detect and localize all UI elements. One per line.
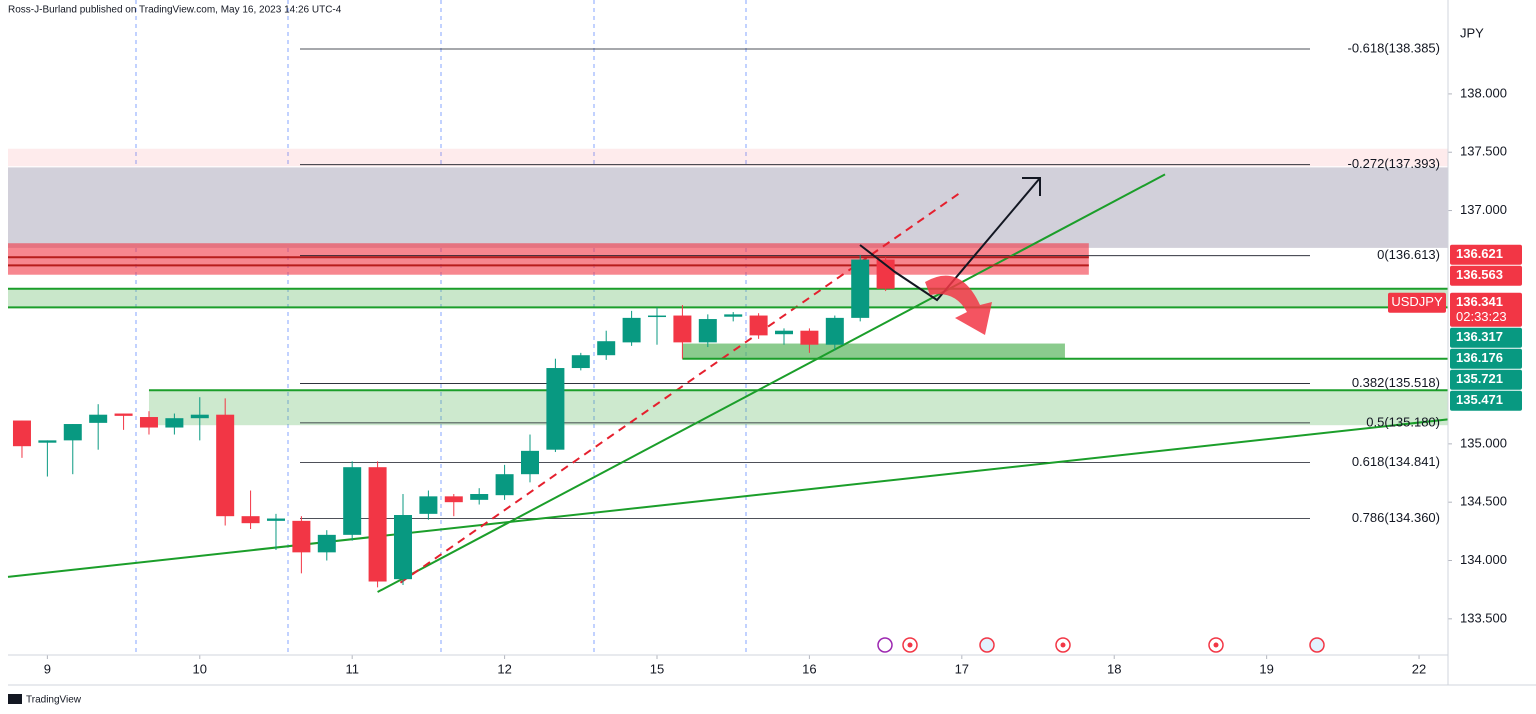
- arrow-head: [1022, 177, 1041, 196]
- candle-body: [114, 413, 133, 416]
- y-tick-label: 138.000: [1460, 85, 1507, 100]
- candle-body: [139, 417, 158, 428]
- x-tick-label: 16: [802, 661, 816, 676]
- y-tick-label: 134.000: [1460, 552, 1507, 567]
- candle-body: [343, 467, 362, 535]
- candle-body: [393, 515, 412, 580]
- fib-label: 0.786(134.360): [1352, 510, 1440, 525]
- price-label: 136.563: [1456, 267, 1503, 282]
- candle-body: [419, 496, 438, 514]
- zone: [8, 167, 1448, 248]
- event-icon-dot: [1060, 642, 1066, 648]
- x-tick-label: 12: [497, 661, 511, 676]
- footer: TradingView: [26, 695, 82, 706]
- x-tick-label: 11: [345, 661, 359, 676]
- y-tick-label: 135.000: [1460, 435, 1507, 450]
- candle-body: [648, 315, 667, 318]
- candle-body: [825, 317, 844, 345]
- price-label-box: [1450, 265, 1522, 286]
- price-label: 136.621: [1456, 246, 1503, 261]
- candle-body: [241, 516, 260, 524]
- trend-line: [399, 189, 964, 584]
- x-tick-label: 9: [44, 661, 51, 676]
- candle-body: [571, 355, 590, 369]
- y-tick-label: 133.500: [1460, 610, 1507, 625]
- candle-body: [775, 330, 794, 335]
- zone: [682, 343, 1065, 359]
- price-label-box: [1450, 348, 1522, 369]
- candle-body: [165, 418, 184, 428]
- candle-body: [698, 319, 717, 343]
- fib-label: 0.618(134.841): [1352, 454, 1440, 469]
- countdown: 02:33:23: [1456, 309, 1507, 324]
- price-label-box: [1450, 327, 1522, 348]
- fib-label: 0.5(135.180): [1366, 414, 1440, 429]
- zone: [8, 148, 1448, 167]
- candle-body: [749, 315, 768, 336]
- price-label: 136.317: [1456, 329, 1503, 344]
- fib-label: -0.618(138.385): [1347, 40, 1440, 55]
- event-icon-dot: [907, 642, 913, 648]
- zone: [148, 390, 1448, 426]
- bearish-arrow: [925, 275, 992, 335]
- y-tick-label: 134.500: [1460, 494, 1507, 509]
- candle-body: [317, 534, 336, 553]
- event-icon-dot: [1213, 642, 1219, 648]
- logo: [8, 694, 22, 704]
- candle-body: [724, 314, 743, 317]
- candle-body: [597, 341, 616, 356]
- projection-arrow: [859, 177, 1041, 302]
- candle-body: [495, 474, 514, 496]
- y-tick-label: 137.500: [1460, 144, 1507, 159]
- symbol-box: [1388, 292, 1446, 313]
- zone: [8, 243, 1089, 275]
- price-label-box: [1450, 369, 1522, 390]
- candle-body: [12, 420, 31, 447]
- candle-body: [520, 450, 539, 475]
- x-tick-label: 18: [1107, 661, 1121, 676]
- candle-body: [89, 414, 108, 423]
- header: Ross-J-Burland published on TradingView.…: [8, 5, 342, 16]
- zone: [8, 288, 1448, 308]
- candle-body: [38, 440, 57, 443]
- candle-body: [63, 424, 82, 441]
- fib-label: 0(136.613): [1377, 247, 1440, 262]
- x-tick-label: 17: [955, 661, 969, 676]
- fib-label: -0.272(137.393): [1347, 156, 1440, 171]
- candle-body: [851, 259, 870, 318]
- event-icon[interactable]: [979, 637, 995, 653]
- candle-body: [190, 414, 209, 419]
- candle-body: [266, 518, 285, 521]
- price-label-box: [1450, 292, 1522, 327]
- candle-body: [546, 368, 565, 450]
- trend-line: [377, 173, 1166, 593]
- x-tick-label: 22: [1412, 661, 1426, 676]
- price-label-box: [1450, 244, 1522, 265]
- price-label-box: [1450, 390, 1522, 411]
- price-label: 136.176: [1456, 350, 1503, 365]
- candle-body: [444, 496, 463, 503]
- event-icon[interactable]: [877, 637, 893, 653]
- price-label: 135.721: [1456, 371, 1503, 386]
- trend-line: [7, 418, 1449, 578]
- candle-body: [470, 494, 489, 500]
- currency-label: JPY: [1460, 25, 1484, 40]
- candle-body: [622, 317, 641, 343]
- price-label: 135.471: [1456, 392, 1503, 407]
- event-icon[interactable]: [1309, 637, 1325, 653]
- x-tick-label: 15: [650, 661, 664, 676]
- y-tick-label: 137.000: [1460, 202, 1507, 217]
- candle-body: [800, 330, 819, 345]
- candle-body: [216, 414, 235, 517]
- candle-body: [673, 315, 692, 343]
- candle-body: [368, 467, 387, 582]
- symbol-label: USDJPY: [1391, 294, 1443, 309]
- price-label: 136.341: [1456, 294, 1503, 309]
- candle-body: [292, 520, 311, 553]
- x-tick-label: 10: [193, 661, 207, 676]
- fib-label: 0.382(135.518): [1352, 375, 1440, 390]
- x-tick-label: 19: [1259, 661, 1273, 676]
- candle-body: [876, 259, 895, 289]
